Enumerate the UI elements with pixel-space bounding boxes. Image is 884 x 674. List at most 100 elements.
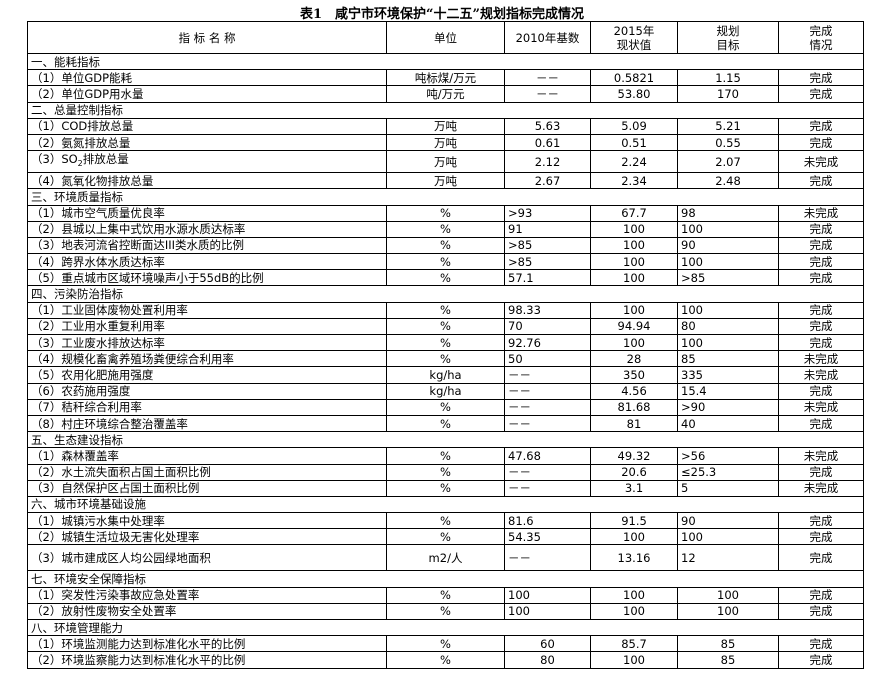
value-2015: 2.24 xyxy=(590,150,678,174)
unit: kg/ha xyxy=(386,382,505,400)
target: 100 xyxy=(677,253,779,271)
indicator-name: （3）工业废水排放达标率 xyxy=(27,333,387,352)
section-row: 八、环境管理能力 xyxy=(27,618,864,637)
base-2010: －－ xyxy=(504,414,591,433)
section-title: 二、总量控制指标 xyxy=(27,101,864,119)
status: 完成 xyxy=(778,635,864,653)
value-2015: 28 xyxy=(590,350,678,368)
section-row: 三、环境质量指标 xyxy=(27,188,864,206)
section-row: 五、生态建设指标 xyxy=(27,431,864,449)
indicator-name: （2）氨氮排放总量 xyxy=(27,133,387,152)
value-2015: 85.7 xyxy=(590,635,678,653)
indicator-name: （8）村庄环境综合整治覆盖率 xyxy=(27,414,387,433)
table-row: （3）自然保护区占国土面积比例% －－ 3.1 5 未完成 xyxy=(27,479,864,497)
table-row: （7）秸秆综合利用率% －－ 81.68 >90 未完成 xyxy=(27,398,864,416)
indicator-name: （6）农药施用强度 xyxy=(27,382,387,400)
target: 100 xyxy=(677,333,779,352)
target: 85 xyxy=(677,635,779,653)
table-row: （2）环境监察能力达到标准化水平的比例% 80 100 85 完成 xyxy=(27,651,864,669)
status: 完成 xyxy=(778,414,864,433)
target: 90 xyxy=(677,236,779,255)
base-2010: －－ xyxy=(504,366,591,384)
status: 未完成 xyxy=(778,479,864,497)
table-row: （6）农药施用强度 kg/ha －－ 4.56 15.4 完成 xyxy=(27,382,864,400)
status: 完成 xyxy=(778,602,864,621)
indicator-name: （2）放射性废物安全处置率 xyxy=(27,602,387,621)
target: 90 xyxy=(677,512,779,530)
indicator-name: （1）工业固体废物处置利用率 xyxy=(27,301,387,319)
base-2010: >93 xyxy=(504,204,591,222)
target: 85 xyxy=(677,350,779,368)
value-2015: 2.34 xyxy=(590,172,678,190)
indicator-name: （1）森林覆盖率 xyxy=(27,447,387,465)
target: 12 xyxy=(677,544,779,572)
status: 完成 xyxy=(778,317,864,336)
table-row: （3）SO2排放总量 万吨 2.12 2.24 2.07 未完成 xyxy=(27,150,864,174)
target: 100 xyxy=(677,301,779,319)
unit: 吨/万元 xyxy=(386,85,505,103)
section-title: 三、环境质量指标 xyxy=(27,188,864,206)
section-row: 六、城市环境基础设施 xyxy=(27,495,864,514)
table-row: （4）氮氧化物排放总量 万吨 2.67 2.34 2.48 完成 xyxy=(27,172,864,190)
status: 完成 xyxy=(778,333,864,352)
target: >56 xyxy=(677,447,779,465)
indicator-name: （2）环境监察能力达到标准化水平的比例 xyxy=(27,651,387,669)
status: 完成 xyxy=(778,220,864,238)
unit: % xyxy=(386,398,505,416)
target: 15.4 xyxy=(677,382,779,400)
value-2015: 5.09 xyxy=(590,117,678,135)
section-row: 二、总量控制指标 xyxy=(27,101,864,119)
unit: 万吨 xyxy=(386,133,505,152)
base-2010: 100 xyxy=(504,602,591,621)
base-2010: 2.67 xyxy=(504,172,591,190)
target: 80 xyxy=(677,317,779,336)
base-2010: 50 xyxy=(504,350,591,368)
header-status: 完成 情况 xyxy=(778,21,864,54)
status: 完成 xyxy=(778,463,864,481)
value-2015: 20.6 xyxy=(590,463,678,481)
base-2010: －－ xyxy=(504,382,591,400)
table-row: （2）城镇生活垃圾无害化处理率% 54.35 100 100 完成 xyxy=(27,528,864,546)
unit: % xyxy=(386,204,505,222)
table-row: （2）工业用水重复利用率% 70 94.94 80 完成 xyxy=(27,317,864,336)
unit: 万吨 xyxy=(386,150,505,174)
status: 未完成 xyxy=(778,204,864,222)
table-row: （5）重点城市区域环境噪声小于55dB的比例% 57.1 100 >85 完成 xyxy=(27,269,864,287)
table-row: （3）地表河流省控断面达III类水质的比例% >85 100 90 完成 xyxy=(27,236,864,255)
indicator-name: （7）秸秆综合利用率 xyxy=(27,398,387,416)
indicator-name: （2）城镇生活垃圾无害化处理率 xyxy=(27,528,387,546)
base-2010: 80 xyxy=(504,651,591,669)
status: 完成 xyxy=(778,544,864,572)
header-row: 指 标 名 称单位 2010年基数 2015年 现状值 规划 目标 完成 情况 xyxy=(27,21,864,54)
value-2015: 100 xyxy=(590,253,678,271)
table-row: （1）工业固体废物处置利用率% 98.33 100 100 完成 xyxy=(27,301,864,319)
status: 完成 xyxy=(778,651,864,669)
unit: % xyxy=(386,635,505,653)
table-row: （1）城市空气质量优良率% >93 67.7 98 未完成 xyxy=(27,204,864,222)
target: 0.55 xyxy=(677,133,779,152)
indicator-name: （3）城市建成区人均公园绿地面积 xyxy=(27,544,387,572)
base-2010: >85 xyxy=(504,253,591,271)
table-row: （1）单位GDP能耗 吨标煤/万元 －－ 0.5821 1.15 完成 xyxy=(27,69,864,87)
target: ≤25.3 xyxy=(677,463,779,481)
indicator-name: （1）环境监测能力达到标准化水平的比例 xyxy=(27,635,387,653)
target: 2.07 xyxy=(677,150,779,174)
unit: 吨标煤/万元 xyxy=(386,69,505,87)
status: 未完成 xyxy=(778,447,864,465)
base-2010: 91 xyxy=(504,220,591,238)
target: 100 xyxy=(677,220,779,238)
target: 5 xyxy=(677,479,779,497)
value-2015: 3.1 xyxy=(590,479,678,497)
section-title: 八、环境管理能力 xyxy=(27,618,864,637)
table-row: （2）氨氮排放总量 万吨 0.61 0.51 0.55 完成 xyxy=(27,133,864,152)
unit: % xyxy=(386,350,505,368)
table-row: （2）县城以上集中式饮用水源水质达标率% 91 100 100 完成 xyxy=(27,220,864,238)
table-row: （5）农用化肥施用强度 kg/ha －－ 350 335 未完成 xyxy=(27,366,864,384)
target: 100 xyxy=(677,586,779,604)
unit: % xyxy=(386,317,505,336)
value-2015: 100 xyxy=(590,586,678,604)
value-2015: 81.68 xyxy=(590,398,678,416)
indicator-table: 指 标 名 称单位 2010年基数 2015年 现状值 规划 目标 完成 情况 一、能耗指标（… xyxy=(27,21,864,669)
unit: % xyxy=(386,512,505,530)
value-2015: 100 xyxy=(590,333,678,352)
